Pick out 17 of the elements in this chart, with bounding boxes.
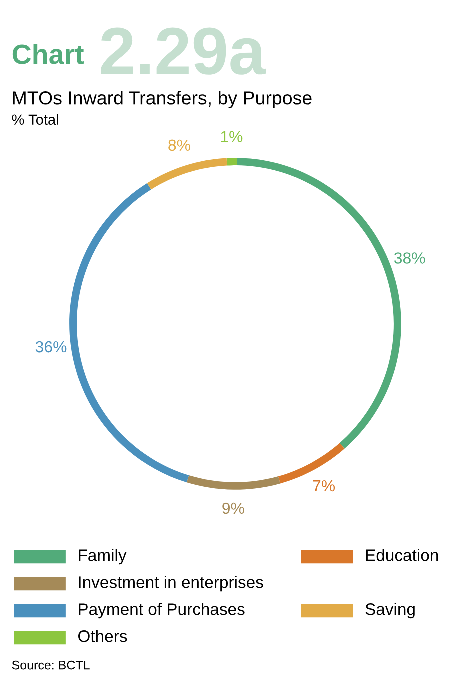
text: 2.29a (101, 28, 266, 75)
data-label: 1% (221, 131, 243, 142)
text: Chart (12, 44, 84, 64)
data-label: 7% (313, 480, 336, 492)
chart-title: MTOs Inward Transfers, by Purpose (13, 91, 312, 109)
legend-label: Saving (366, 603, 415, 619)
chart-subtitle: % Total (12, 114, 58, 126)
data-label: 36% (36, 341, 67, 353)
source-note: Source: BCTL (12, 660, 90, 670)
legend-label: Education (366, 549, 438, 562)
legend-label: Family (79, 549, 127, 565)
legend-label: Payment of Purchases (79, 603, 245, 619)
legend-label: Investment in enterprises (79, 576, 264, 592)
data-label: 8% (168, 140, 190, 152)
data-label: 38% (394, 252, 426, 264)
legend-label: Others (78, 630, 128, 642)
data-label: 9% (222, 502, 244, 514)
